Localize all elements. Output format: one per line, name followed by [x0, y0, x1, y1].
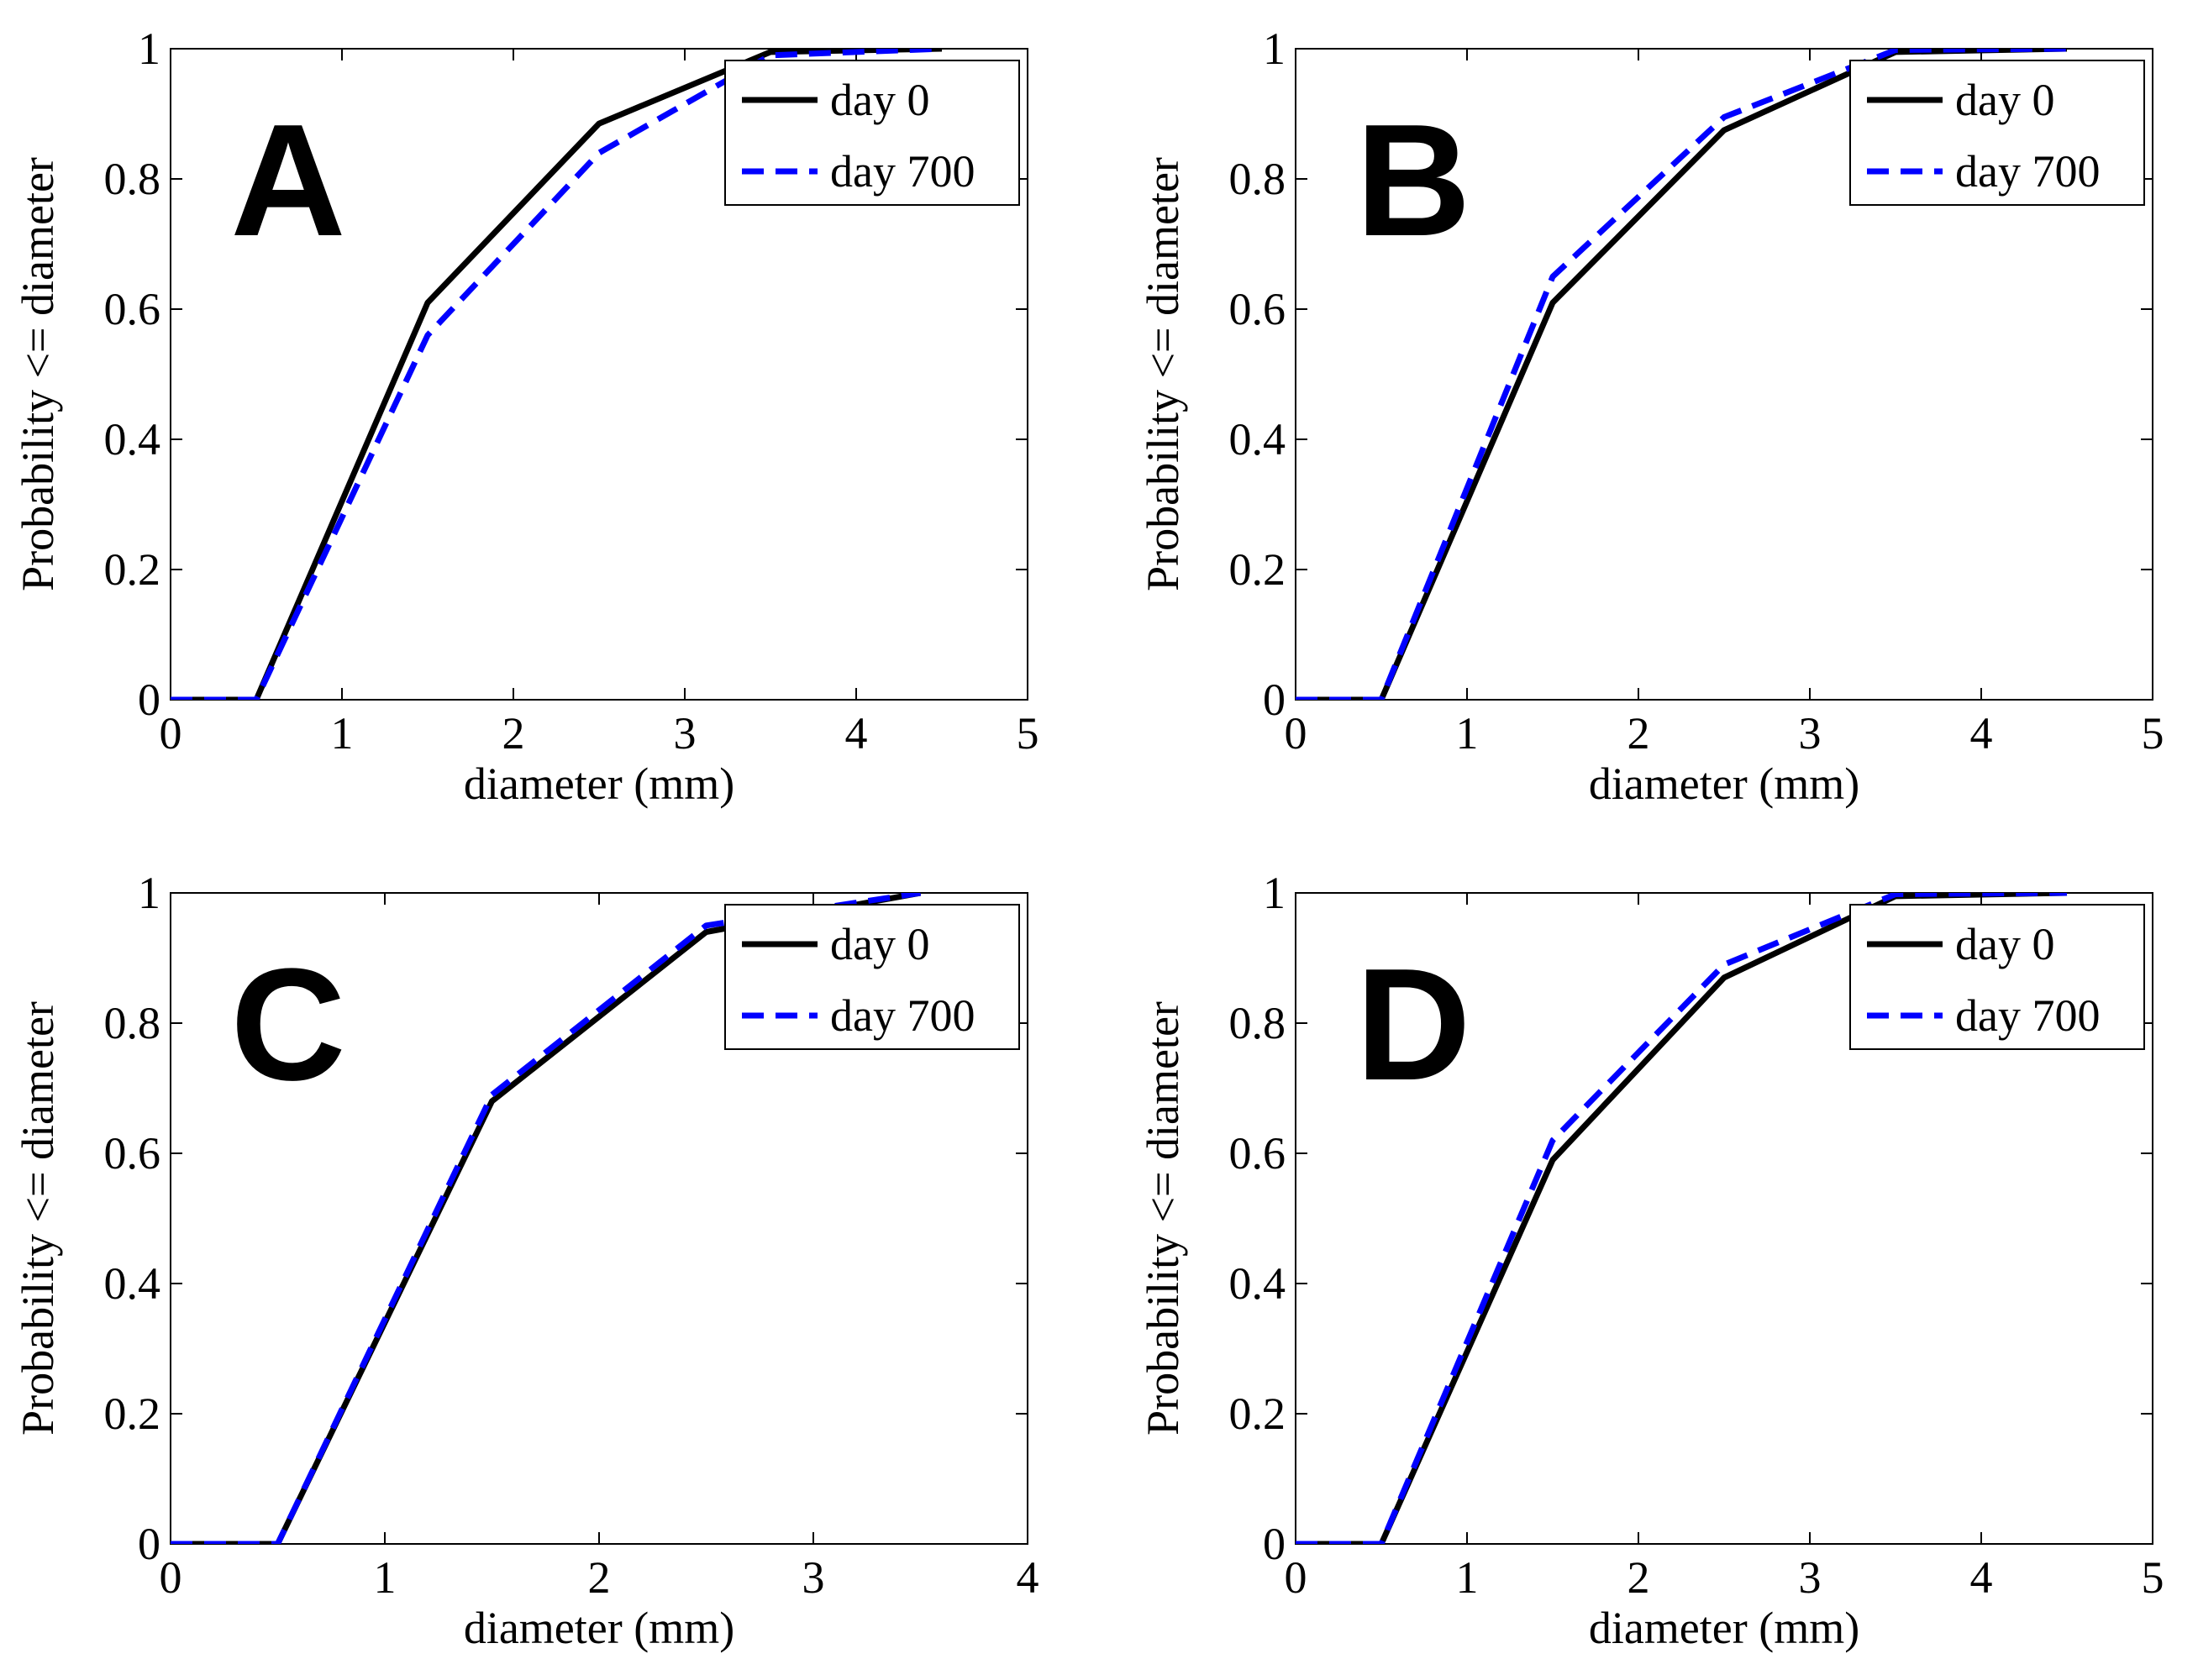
series-line-day700: [171, 49, 943, 700]
panel-letter: D: [1355, 936, 1470, 1114]
legend-label: day 0: [1955, 75, 2054, 125]
legend-box: [724, 904, 1020, 1050]
x-tick-label: 2: [502, 708, 525, 759]
y-tick-label: 0.4: [1229, 414, 1286, 465]
chart-panel-b: 0 1 2 3 4 5 0 0.2 0.4 0.6 0.8 1 diameter (mm) Probabi…: [1138, 24, 2164, 809]
y-tick-label: 0.8: [104, 154, 161, 204]
legend-label: day 0: [1955, 919, 2054, 969]
y-tick-label: 0.2: [1229, 544, 1286, 595]
x-tick-label: 0: [160, 1552, 182, 1603]
legend-label: day 700: [830, 146, 975, 197]
legend-label: day 700: [1955, 990, 2100, 1041]
y-tick-label: 1: [1263, 868, 1286, 918]
legend-label: day 700: [830, 990, 975, 1041]
y-tick-label: 1: [1263, 24, 1286, 74]
x-tick-label: 1: [331, 708, 354, 759]
y-tick-label: 0.8: [1229, 998, 1286, 1048]
panel-letter: A: [230, 92, 345, 270]
x-tick-label: 4: [1970, 1552, 1993, 1603]
y-tick-label: 0.6: [104, 1128, 161, 1179]
legend-box: [1849, 904, 2145, 1050]
x-tick-label: 0: [1285, 708, 1307, 759]
y-tick-label: 0: [1263, 1519, 1286, 1569]
legend-label: day 700: [1955, 146, 2100, 197]
y-tick-label: 0.6: [104, 284, 161, 334]
series-line-day700: [1296, 49, 2068, 700]
y-tick-label: 0.4: [104, 414, 161, 465]
y-tick-label: 0.6: [1229, 284, 1286, 334]
y-tick-label: 0.4: [1229, 1258, 1286, 1309]
legend-box: [1849, 60, 2145, 206]
y-axis-label: Probability <= diameter: [13, 1001, 63, 1436]
x-axis-label: diameter (mm): [464, 759, 734, 809]
y-tick-label: 1: [138, 868, 160, 918]
x-axis-label: diameter (mm): [1589, 759, 1859, 809]
x-tick-label: 4: [1017, 1552, 1039, 1603]
x-tick-label: 2: [588, 1552, 611, 1603]
y-axis-label: Probability <= diameter: [1138, 1001, 1188, 1436]
x-tick-label: 1: [1456, 708, 1479, 759]
y-tick-label: 0.8: [1229, 154, 1286, 204]
y-tick-label: 1: [138, 24, 160, 74]
x-tick-label: 5: [1017, 708, 1039, 759]
chart-panel-a: 0 1 2 3 4 5 0 0.2 0.4 0.6 0.8 1 diameter (mm) Probabi…: [13, 24, 1039, 809]
y-tick-label: 0: [138, 1519, 160, 1569]
x-tick-label: 1: [374, 1552, 397, 1603]
y-tick-label: 0.6: [1229, 1128, 1286, 1179]
series-line-day0: [171, 49, 943, 700]
y-axis-label: Probability <= diameter: [1138, 157, 1188, 591]
x-tick-label: 5: [2142, 1552, 2164, 1603]
legend-label: day 0: [830, 75, 929, 125]
panel-letter: C: [230, 936, 345, 1114]
y-tick-label: 0.4: [104, 1258, 161, 1309]
x-tick-label: 3: [1799, 1552, 1822, 1603]
x-tick-label: 0: [160, 708, 182, 759]
legend: day 0 day 700: [1849, 904, 2145, 1050]
x-tick-label: 5: [2142, 708, 2164, 759]
x-tick-label: 4: [1970, 708, 1993, 759]
x-tick-label: 0: [1285, 1552, 1307, 1603]
x-axis-label: diameter (mm): [464, 1603, 734, 1653]
x-tick-label: 4: [845, 708, 868, 759]
y-axis-label: Probability <= diameter: [13, 157, 63, 591]
x-tick-label: 1: [1456, 1552, 1479, 1603]
y-tick-label: 0.2: [104, 544, 161, 595]
x-tick-label: 3: [1799, 708, 1822, 759]
legend-box: [724, 60, 1020, 206]
panel-letter: B: [1355, 92, 1470, 270]
y-tick-label: 0: [138, 675, 160, 725]
x-axis-label: diameter (mm): [1589, 1603, 1859, 1653]
legend: day 0 day 700: [724, 904, 1020, 1050]
x-tick-label: 2: [1627, 708, 1650, 759]
y-tick-label: 0.8: [104, 998, 161, 1048]
x-tick-label: 3: [674, 708, 697, 759]
series-line-day700: [1296, 893, 2068, 1544]
y-tick-label: 0.2: [104, 1389, 161, 1439]
y-tick-label: 0: [1263, 675, 1286, 725]
x-tick-label: 2: [1627, 1552, 1650, 1603]
legend: day 0 day 700: [1849, 60, 2145, 206]
chart-panel-d: 0 1 2 3 4 5 0 0.2 0.4 0.6 0.8 1 diameter (mm) Probabi…: [1138, 868, 2164, 1653]
legend: day 0 day 700: [724, 60, 1020, 206]
legend-label: day 0: [830, 919, 929, 969]
chart-panel-c: 0 1 2 3 4 0 0.2 0.4 0.6 0.8 1 diameter (mm) Probabil…: [13, 868, 1039, 1653]
x-tick-label: 3: [802, 1552, 825, 1603]
y-tick-label: 0.2: [1229, 1389, 1286, 1439]
